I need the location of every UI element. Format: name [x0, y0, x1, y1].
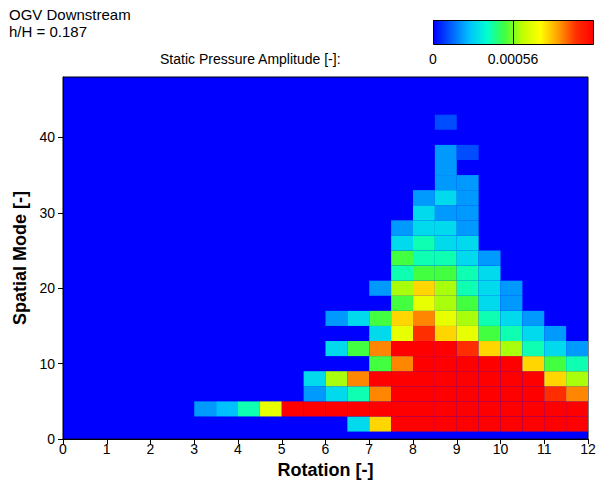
svg-text:3: 3	[190, 441, 198, 457]
svg-text:Spatial Mode [-]: Spatial Mode [-]	[10, 191, 30, 325]
svg-text:30: 30	[39, 205, 55, 221]
svg-text:OGV Downstream: OGV Downstream	[9, 6, 131, 23]
svg-text:0: 0	[47, 431, 55, 447]
svg-text:0: 0	[59, 441, 67, 457]
svg-text:40: 40	[39, 129, 55, 145]
svg-text:9: 9	[453, 441, 461, 457]
svg-text:Static Pressure Amplitude [-]:: Static Pressure Amplitude [-]:	[160, 51, 341, 67]
svg-text:6: 6	[322, 441, 330, 457]
svg-text:0.00056: 0.00056	[488, 51, 539, 67]
svg-text:1: 1	[103, 441, 111, 457]
svg-text:10: 10	[493, 441, 509, 457]
svg-text:2: 2	[147, 441, 155, 457]
svg-text:4: 4	[234, 441, 242, 457]
svg-text:7: 7	[365, 441, 373, 457]
svg-text:0: 0	[429, 51, 437, 67]
svg-text:8: 8	[409, 441, 417, 457]
svg-text:11: 11	[537, 441, 552, 457]
svg-text:5: 5	[278, 441, 286, 457]
svg-text:Rotation [-]: Rotation [-]	[278, 460, 374, 480]
svg-text:10: 10	[39, 356, 55, 372]
svg-text:h/H = 0.187: h/H = 0.187	[9, 23, 87, 40]
svg-text:20: 20	[39, 280, 55, 296]
svg-text:12: 12	[580, 441, 596, 457]
